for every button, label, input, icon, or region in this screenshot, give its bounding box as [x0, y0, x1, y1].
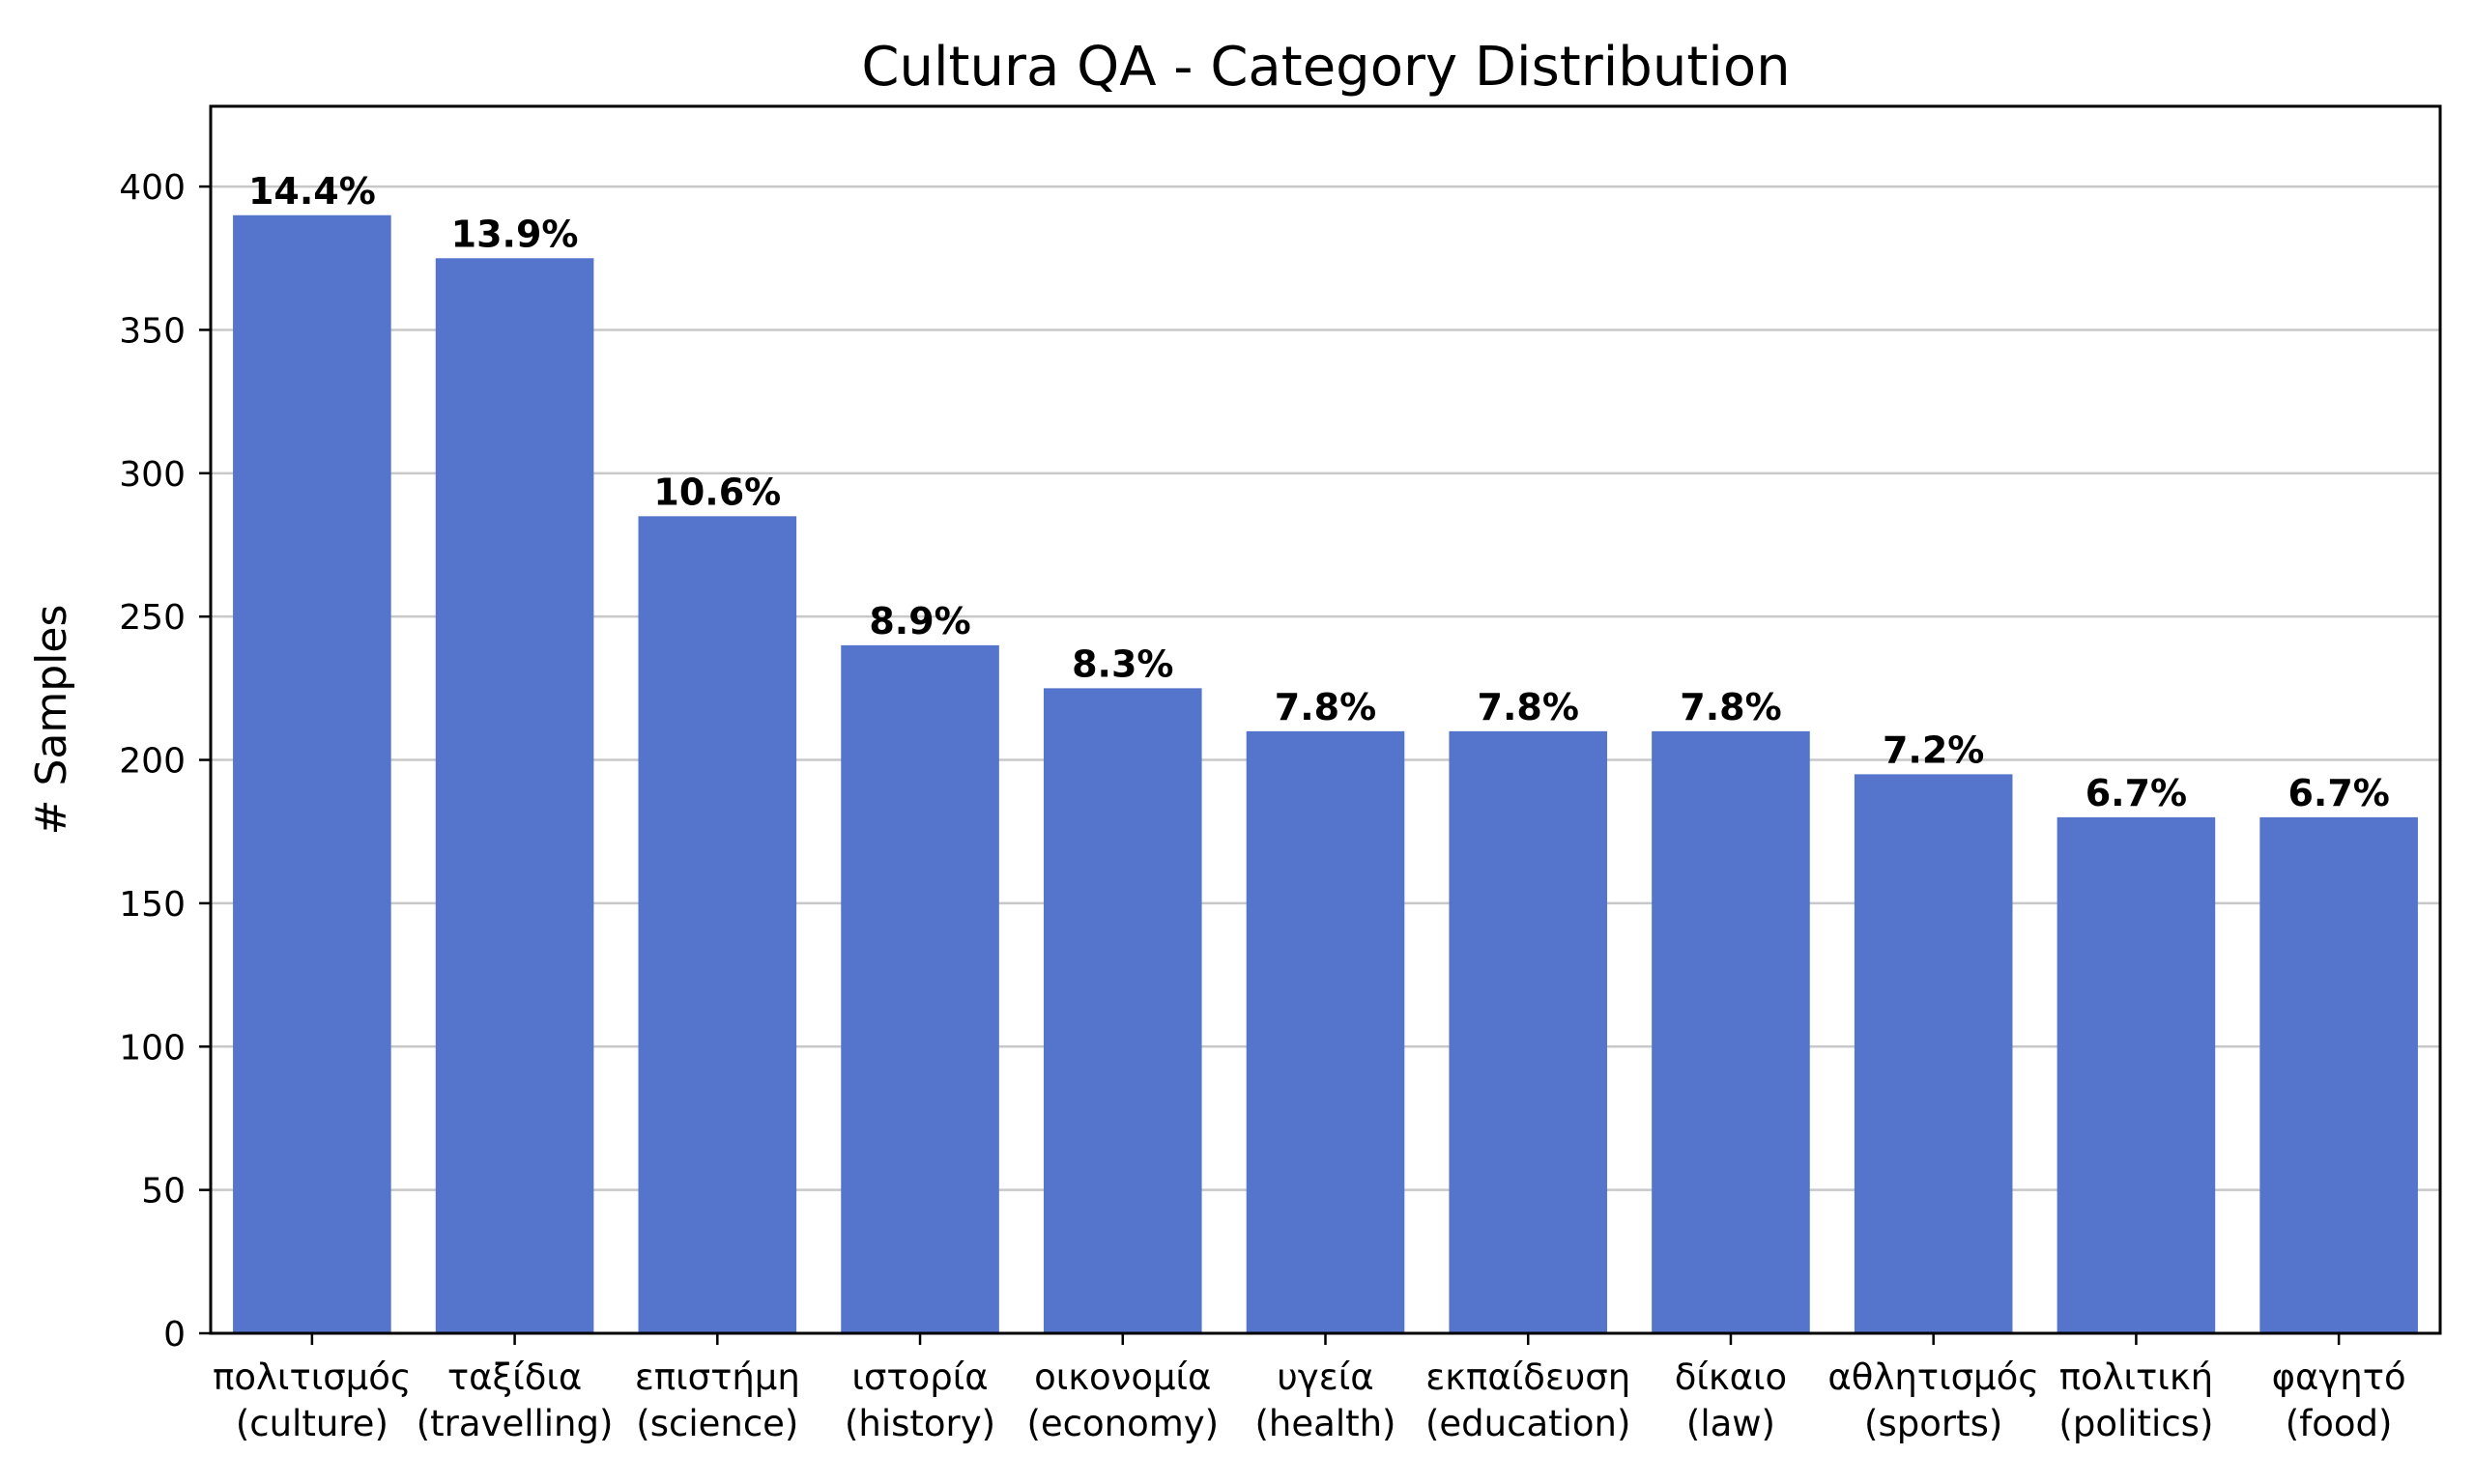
y-tick-label: 400 — [119, 168, 186, 208]
x-tick-label-sub: (science) — [636, 1403, 798, 1444]
bar-value-label: 7.8% — [1478, 686, 1579, 728]
bar-value-labels: 14.4% 13.9% 10.6% 8.9% 8.3% 7.8% 7.8% 7.8% 7.2% 6… — [248, 170, 2390, 814]
x-tick-label: επιστήμη — [635, 1356, 800, 1398]
x-tick-label: υγεία — [1277, 1356, 1373, 1398]
plot-frame — [209, 104, 2442, 1335]
chart-title: Cultura QA - Category Distribution — [861, 36, 1790, 99]
x-tick-label: αθλητισμός — [1827, 1356, 2039, 1398]
x-tick-label: ταξίδια — [447, 1356, 582, 1398]
x-tick-label: εκπαίδευση — [1425, 1356, 1630, 1398]
bar-value-label: 14.4% — [248, 170, 376, 213]
x-tick-label-sub: (history) — [845, 1403, 995, 1444]
y-axis-label: # Samples — [27, 605, 76, 836]
x-tick-label-sub: (education) — [1425, 1403, 1630, 1444]
bar — [638, 516, 797, 1333]
x-tick-label: δίκαιο — [1675, 1356, 1788, 1398]
y-tick-label: 300 — [119, 455, 186, 495]
bar-value-label: 10.6% — [653, 471, 781, 513]
y-tick-label: 150 — [119, 885, 186, 925]
bar — [1246, 730, 1405, 1333]
bars — [233, 214, 2418, 1334]
x-tick-label-sub: (culture) — [236, 1403, 388, 1444]
bar — [435, 258, 594, 1333]
x-tick-label-sub: (economy) — [1026, 1403, 1219, 1444]
bar — [1652, 730, 1810, 1333]
bar-value-label: 7.2% — [1883, 728, 1984, 771]
bar-value-label: 8.9% — [869, 600, 970, 642]
bar — [2259, 816, 2418, 1333]
y-tick-label: 200 — [119, 742, 186, 782]
bar-value-label: 6.7% — [2086, 772, 2187, 814]
x-tick-label: πολιτισμός — [213, 1356, 411, 1398]
x-tick-label-sub: (travelling) — [417, 1403, 614, 1444]
x-tick-label-sub: (health) — [1255, 1403, 1396, 1444]
bar — [1449, 730, 1608, 1333]
x-axis-ticks: πολιτισμός (culture) ταξίδια (travelling) επ… — [213, 1333, 2406, 1444]
y-tick-label: 350 — [119, 311, 186, 351]
y-tick-label: 100 — [119, 1028, 186, 1068]
bar-value-label: 7.8% — [1680, 686, 1781, 728]
bar-value-label: 8.3% — [1072, 642, 1173, 685]
bar — [841, 644, 999, 1333]
bar-value-label: 7.8% — [1275, 686, 1376, 728]
bar — [233, 214, 391, 1334]
bar — [2057, 816, 2216, 1333]
x-tick-label-sub: (food) — [2286, 1403, 2393, 1444]
y-tick-label: 0 — [163, 1315, 186, 1355]
y-tick-label: 50 — [141, 1172, 186, 1212]
bar — [1854, 774, 2013, 1333]
bar — [1043, 688, 1202, 1333]
x-tick-label: φαγητό — [2272, 1356, 2406, 1398]
x-tick-label-sub: (politics) — [2058, 1403, 2213, 1444]
y-tick-label: 250 — [119, 598, 186, 638]
x-tick-label: πολιτική — [2059, 1356, 2213, 1398]
x-tick-label: οικονομία — [1034, 1356, 1211, 1398]
y-axis-ticks: 0 50 100 150 200 250 300 350 400 — [119, 168, 211, 1355]
bar-value-label: 6.7% — [2287, 772, 2389, 814]
x-tick-label-sub: (sports) — [1864, 1403, 2002, 1444]
bar-value-label: 13.9% — [451, 213, 579, 255]
x-tick-label-sub: (law) — [1686, 1403, 1775, 1444]
x-tick-label: ιστορία — [851, 1356, 988, 1398]
